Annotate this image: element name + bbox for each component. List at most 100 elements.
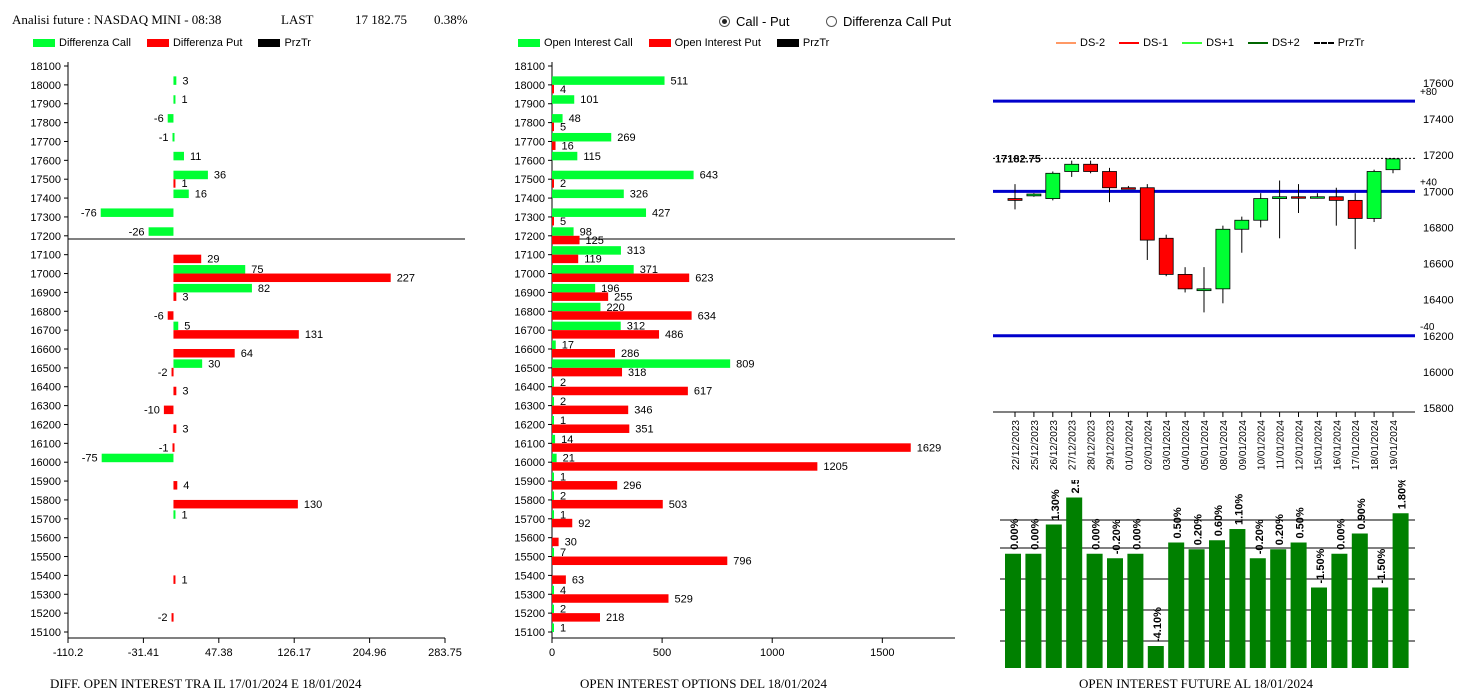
radio-call-put[interactable]: Call - Put [719, 14, 789, 29]
bar-put [552, 499, 663, 509]
bar-call-label: 14 [561, 434, 573, 446]
y-tick-label: 16000 [1423, 367, 1454, 379]
x-tick-label: -110.2 [53, 647, 83, 659]
x-tick-label: 05/01/2024 [1200, 420, 1211, 470]
bar-put [552, 349, 615, 358]
y-tick-label: 15200 [514, 608, 545, 620]
bar-call-label: 809 [736, 358, 754, 370]
y-tick-label: 17100 [30, 250, 61, 262]
bar-call-label: 36 [214, 170, 226, 182]
bar-put [552, 179, 554, 188]
y-tick-label: 17600 [514, 155, 545, 167]
legend-swatch-red [648, 39, 671, 47]
x-tick-label: 12/01/2024 [1295, 420, 1306, 470]
x-tick-label: 11/01/2024 [1276, 420, 1287, 470]
bar-call-label: 1 [181, 94, 187, 106]
bar-put-label: 486 [665, 329, 683, 341]
change-percent: 0.38% [434, 12, 468, 27]
y-tick-label: 16500 [514, 363, 545, 375]
y-tick-label: 17000 [514, 269, 545, 281]
y-tick-label: 17900 [514, 99, 545, 111]
bar-put [167, 311, 174, 320]
bar-call [552, 246, 621, 255]
bar-put-label: 296 [623, 480, 641, 492]
instrument-title: Analisi future : NASDAQ MINI - 08:38 [12, 12, 222, 27]
bar-put [552, 367, 623, 377]
bar-call [552, 321, 621, 331]
x-tick-label: 15/01/2024 [1313, 420, 1324, 470]
bar-call-label: 326 [630, 189, 648, 201]
bar-put-label: 63 [572, 574, 584, 586]
candle-body [1385, 158, 1401, 171]
x-tick-label: 26/12/2023 [1049, 420, 1060, 470]
x-tick-label: 500 [653, 647, 671, 659]
bar-put-label: 634 [698, 310, 716, 322]
x-tick-label: 0 [549, 647, 555, 659]
bar-call [173, 76, 177, 85]
bar-put-label: 1205 [823, 461, 847, 473]
x-tick-label: 1500 [870, 647, 894, 659]
bar-call [552, 491, 554, 500]
future-bar-label: 0.00% [1009, 518, 1021, 549]
bar-put [173, 330, 299, 339]
candle-body [1347, 199, 1363, 219]
bar-call-label: 98 [580, 226, 592, 238]
bar-call [173, 189, 189, 199]
bar-put-label: 255 [614, 291, 632, 303]
future-bar-label: 2.50% [1070, 480, 1082, 494]
bar-put-label: -2 [158, 612, 168, 624]
bar-call-label: 371 [640, 264, 658, 276]
bar-put [173, 424, 177, 433]
bar-put-label: 130 [304, 499, 322, 511]
candle-body [1026, 193, 1042, 197]
bar-call [101, 453, 174, 463]
y-tick-label: 16200 [514, 419, 545, 431]
y-tick-label: 16700 [30, 325, 61, 337]
x-tick-label: 29/12/2023 [1106, 420, 1117, 470]
bar-put-label: 286 [621, 348, 639, 360]
y-tick-label: 15900 [30, 476, 61, 488]
bar-call-label: 82 [258, 283, 270, 295]
bar-call-label: 1 [560, 472, 566, 484]
level-label: +40 [1420, 177, 1437, 188]
bar-call [552, 208, 647, 217]
bar-put-label: 351 [635, 423, 653, 435]
bar-call [552, 114, 563, 123]
y-tick-label: 16600 [514, 344, 545, 356]
candle-body [1272, 196, 1288, 199]
bar-call [173, 151, 184, 161]
bar-put [173, 292, 177, 301]
future-bar [1331, 553, 1348, 668]
y-tick-label: 17500 [30, 174, 61, 186]
y-tick-label: 17600 [1423, 78, 1454, 90]
candle-body [1196, 288, 1212, 292]
future-bar [1127, 553, 1144, 668]
bar-put-label: -10 [144, 405, 160, 417]
candle-body [1102, 171, 1117, 189]
bar-put-label: 4 [560, 84, 566, 96]
x-tick-label: 27/12/2023 [1068, 420, 1079, 470]
bar-put-label: 1 [181, 574, 187, 586]
y-tick-label: 16700 [514, 325, 545, 337]
y-tick-label: 17200 [1423, 150, 1454, 162]
bar-call [552, 415, 554, 425]
bar-put [552, 122, 554, 132]
radio-differenza-call-put[interactable]: Differenza Call Put [826, 14, 951, 29]
y-tick-label: 17500 [514, 174, 545, 186]
bar-put [552, 424, 630, 433]
x-tick-label: 25/12/2023 [1030, 420, 1041, 470]
diff-open-interest-chart: 18100 18000 17900 17800 17700 17600 17500 17400… [30, 61, 465, 659]
legend-line-ds-2 [1056, 42, 1076, 44]
bar-put [171, 613, 174, 622]
y-tick-label: 16800 [1423, 222, 1454, 234]
candle-body [1158, 237, 1174, 275]
bar-call [552, 227, 574, 236]
bar-call [172, 132, 175, 142]
bar-put [173, 179, 176, 188]
x-tick-label: 17/01/2024 [1351, 420, 1362, 470]
future-bar-label: 1.80% [1397, 480, 1409, 509]
bar-call-label: -75 [82, 453, 98, 465]
bar-put-label: 218 [606, 612, 624, 624]
bar-put [552, 84, 554, 94]
future-bar-label: 0.50% [1172, 507, 1184, 538]
